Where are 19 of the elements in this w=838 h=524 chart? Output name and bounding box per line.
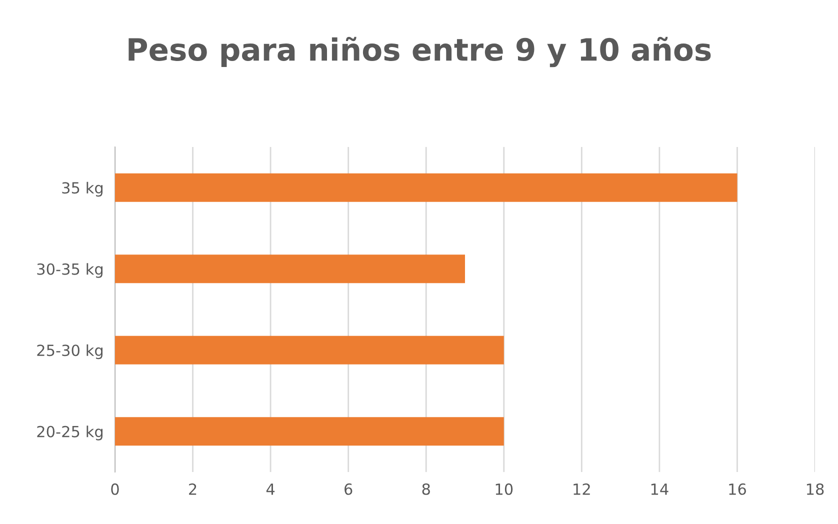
- x-tick-label: 6: [344, 483, 352, 495]
- y-tick-label: 35 kg: [62, 182, 102, 197]
- x-tick-label: 10: [496, 483, 513, 495]
- x-tick-label: 12: [574, 483, 590, 495]
- x-tick-label: 16: [729, 483, 746, 495]
- bar: [115, 173, 738, 202]
- y-tick-label: 25-30 kg: [37, 344, 102, 360]
- x-tick-label: 2: [189, 483, 196, 495]
- y-tick-label: 30-35 kg: [37, 263, 102, 278]
- x-tick-label: 18: [806, 483, 824, 495]
- bar: [115, 336, 504, 364]
- x-tick-label: 8: [422, 483, 430, 495]
- x-tick-label: 14: [651, 484, 668, 495]
- bar: [115, 254, 465, 284]
- x-tick-label: 0: [111, 483, 119, 495]
- bar: [115, 417, 504, 446]
- x-tick-label: 4: [266, 484, 275, 495]
- y-tick-label: 20-25 kg: [37, 426, 102, 440]
- chart-title: Peso para niños entre 9 y 10 años: [128, 36, 711, 68]
